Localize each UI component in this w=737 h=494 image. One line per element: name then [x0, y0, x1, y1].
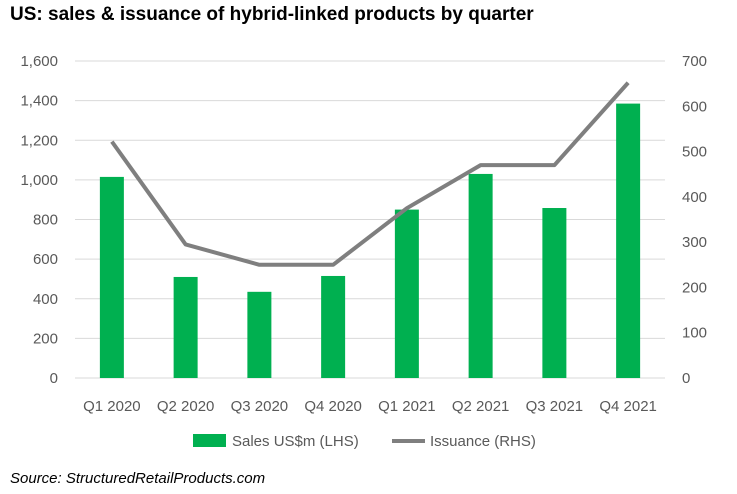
y-left-tick-label: 200 — [33, 330, 58, 347]
x-tick-label: Q2 2020 — [157, 398, 215, 415]
x-tick-label: Q4 2021 — [599, 398, 657, 415]
chart-title: US: sales & issuance of hybrid-linked pr… — [10, 4, 534, 25]
x-tick-label: Q4 2020 — [304, 398, 362, 415]
y-right-tick-label: 200 — [682, 279, 707, 296]
y-right-tick-label: 700 — [682, 53, 707, 70]
y-right-tick-label: 300 — [682, 234, 707, 251]
y-left-tick-label: 800 — [33, 212, 58, 229]
x-tick-label: Q1 2020 — [83, 398, 141, 415]
legend-swatch-sales — [193, 434, 226, 447]
y-left-tick-label: 1,000 — [20, 172, 58, 189]
source-note: Source: StructuredRetailProducts.com — [10, 470, 266, 487]
y-left-tick-label: 400 — [33, 291, 58, 308]
issuance-line — [110, 81, 630, 267]
y-left-tick-label: 1,200 — [20, 132, 58, 149]
y-axis-left: 0 200 400 600 800 1,000 1,200 1,400 1,600 — [20, 53, 58, 387]
sales-bar — [99, 176, 124, 378]
sales-bar — [542, 208, 567, 378]
x-axis: Q1 2020 Q2 2020 Q3 2020 Q4 2020 Q1 2021 Q2 20… — [83, 398, 657, 415]
sales-bar — [321, 275, 346, 378]
y-right-tick-label: 500 — [682, 144, 707, 161]
sales-bar — [247, 291, 272, 378]
y-right-tick-label: 400 — [682, 189, 707, 206]
x-tick-label: Q1 2021 — [378, 398, 436, 415]
issuance-line-path — [110, 81, 630, 267]
gridlines — [75, 60, 665, 379]
y-axis-right: 0 100 200 300 400 500 600 700 — [682, 53, 707, 387]
x-tick-label: Q2 2021 — [452, 398, 510, 415]
x-tick-label: Q3 2020 — [231, 398, 289, 415]
y-left-tick-label: 600 — [33, 251, 58, 268]
y-left-tick-label: 0 — [50, 370, 58, 387]
x-tick-label: Q3 2021 — [526, 398, 584, 415]
legend-label-sales: Sales US$m (LHS) — [232, 433, 359, 450]
y-left-tick-label: 1,400 — [20, 93, 58, 110]
sales-bar — [394, 209, 419, 378]
sales-bar — [468, 173, 493, 378]
legend: Sales US$m (LHS) Issuance (RHS) — [193, 433, 536, 450]
sales-bar — [616, 103, 641, 379]
y-right-tick-label: 0 — [682, 370, 690, 387]
y-right-tick-label: 600 — [682, 98, 707, 115]
y-left-tick-label: 1,600 — [20, 53, 58, 70]
sales-bar — [173, 276, 198, 378]
bars — [99, 103, 641, 379]
legend-label-issuance: Issuance (RHS) — [430, 433, 536, 450]
y-right-tick-label: 100 — [682, 325, 707, 342]
